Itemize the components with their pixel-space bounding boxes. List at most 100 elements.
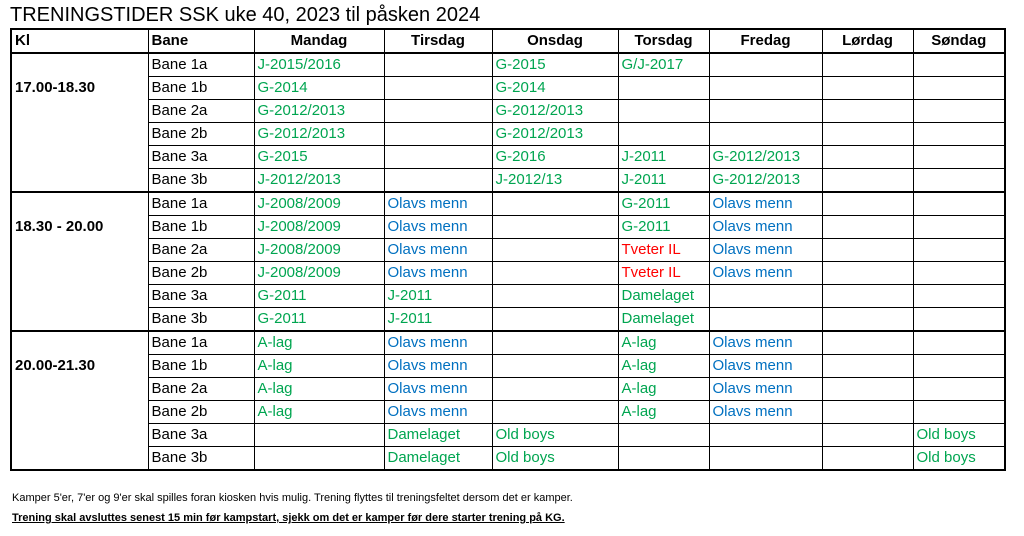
header-bane: Bane xyxy=(147,28,255,54)
cell-torsdag xyxy=(617,423,710,447)
cell-mandag: J-2012/2013 xyxy=(253,168,385,193)
cell-mandag xyxy=(253,423,385,447)
cell-lordag xyxy=(821,354,914,378)
bane-label: Bane 1b xyxy=(147,354,255,378)
cell-tirsdag xyxy=(383,76,493,100)
cell-mandag: J-2008/2009 xyxy=(253,191,385,216)
cell-lordag xyxy=(821,330,914,355)
cell-sondag xyxy=(912,330,1006,355)
cell-mandag xyxy=(253,446,385,471)
bane-label: Bane 2b xyxy=(147,261,255,285)
bane-label: Bane 1a xyxy=(147,330,255,355)
cell-sondag xyxy=(912,238,1006,262)
cell-fredag: G-2012/2013 xyxy=(708,168,823,193)
cell-tirsdag xyxy=(383,52,493,77)
cell-fredag xyxy=(708,446,823,471)
header-row: Kl Bane Mandag Tirsdag Onsdag Torsdag Fr… xyxy=(10,28,1006,54)
cell-tirsdag: Olavs menn xyxy=(383,354,493,378)
time-slot-cell xyxy=(10,330,149,355)
cell-onsdag: Old boys xyxy=(491,423,619,447)
time-slot-cell xyxy=(10,238,149,262)
cell-tirsdag: Olavs menn xyxy=(383,400,493,424)
cell-lordag xyxy=(821,238,914,262)
cell-sondag xyxy=(912,261,1006,285)
cell-lordag xyxy=(821,145,914,169)
cell-mandag: G-2011 xyxy=(253,307,385,332)
bane-label: Bane 3a xyxy=(147,284,255,308)
header-torsdag: Torsdag xyxy=(617,28,710,54)
time-slot-cell xyxy=(10,423,149,447)
header-mandag: Mandag xyxy=(253,28,385,54)
cell-tirsdag xyxy=(383,168,493,193)
cell-sondag xyxy=(912,377,1006,401)
cell-sondag xyxy=(912,76,1006,100)
cell-fredag xyxy=(708,99,823,123)
cell-sondag: Old boys xyxy=(912,423,1006,447)
cell-tirsdag: Olavs menn xyxy=(383,191,493,216)
time-slot-cell xyxy=(10,446,149,470)
cell-lordag xyxy=(821,215,914,239)
cell-mandag: A-lag xyxy=(253,377,385,401)
schedule-row: Bane 2b G-2012/2013 G-2012/2013 xyxy=(10,122,1006,146)
schedule-table: Kl Bane Mandag Tirsdag Onsdag Torsdag Fr… xyxy=(10,28,1006,471)
header-lordag: Lørdag xyxy=(821,28,914,54)
cell-torsdag xyxy=(617,446,710,471)
bane-label: Bane 2a xyxy=(147,99,255,123)
cell-onsdag xyxy=(491,354,619,378)
cell-tirsdag: Olavs menn xyxy=(383,377,493,401)
cell-mandag: J-2015/2016 xyxy=(253,52,385,77)
cell-fredag: Olavs menn xyxy=(708,191,823,216)
time-slot-cell xyxy=(10,261,149,285)
schedule-row: Bane 3b G-2011 J-2011 Damelaget xyxy=(10,307,1006,332)
cell-fredag: Olavs menn xyxy=(708,330,823,355)
time-slot-cell xyxy=(10,99,149,123)
bane-label: Bane 3b xyxy=(147,168,255,193)
footer-warning: Trening skal avsluttes senest 15 min før… xyxy=(12,512,565,524)
cell-torsdag: G-2011 xyxy=(617,215,710,239)
cell-onsdag xyxy=(491,377,619,401)
time-slot-cell xyxy=(10,145,149,169)
schedule-row: Bane 2b A-lag Olavs menn A-lag Olavs menn xyxy=(10,400,1006,424)
cell-lordag xyxy=(821,99,914,123)
cell-torsdag: Damelaget xyxy=(617,307,710,332)
cell-tirsdag: Damelaget xyxy=(383,446,493,471)
schedule-row: 17.00-18.30 Bane 1b G-2014 G-2014 xyxy=(10,76,1006,100)
time-slot-cell xyxy=(10,307,149,331)
cell-fredag xyxy=(708,423,823,447)
schedule-row: Bane 3b Damelaget Old boys Old boys xyxy=(10,446,1006,471)
cell-lordag xyxy=(821,191,914,216)
bane-label: Bane 1a xyxy=(147,52,255,77)
cell-fredag: Olavs menn xyxy=(708,215,823,239)
time-slot-cell xyxy=(10,191,149,216)
bane-label: Bane 1a xyxy=(147,191,255,216)
cell-sondag xyxy=(912,52,1006,77)
cell-torsdag: G/J-2017 xyxy=(617,52,710,77)
cell-lordag xyxy=(821,76,914,100)
cell-onsdag: G-2012/2013 xyxy=(491,99,619,123)
schedule-row: 18.30 - 20.00 Bane 1b J-2008/2009 Olavs men… xyxy=(10,215,1006,239)
cell-torsdag xyxy=(617,76,710,100)
cell-torsdag: Damelaget xyxy=(617,284,710,308)
cell-lordag xyxy=(821,400,914,424)
bane-label: Bane 1b xyxy=(147,76,255,100)
bane-label: Bane 3a xyxy=(147,145,255,169)
cell-sondag: Old boys xyxy=(912,446,1006,471)
cell-onsdag xyxy=(491,400,619,424)
schedule-body: Bane 1a J-2015/2016 G-2015 G/J-2017 17.00-18… xyxy=(10,52,1006,471)
cell-sondag xyxy=(912,215,1006,239)
cell-lordag xyxy=(821,122,914,146)
cell-mandag: A-lag xyxy=(253,400,385,424)
cell-onsdag: G-2012/2013 xyxy=(491,122,619,146)
time-slot-cell xyxy=(10,52,149,77)
cell-lordag xyxy=(821,423,914,447)
bane-label: Bane 1b xyxy=(147,215,255,239)
cell-tirsdag: Olavs menn xyxy=(383,238,493,262)
schedule-row: Bane 3a G-2015 G-2016 J-2011 G-2012/2013 xyxy=(10,145,1006,169)
cell-torsdag xyxy=(617,122,710,146)
cell-sondag xyxy=(912,168,1006,193)
cell-mandag: G-2011 xyxy=(253,284,385,308)
cell-torsdag: Tveter IL xyxy=(617,238,710,262)
cell-fredag xyxy=(708,52,823,77)
cell-tirsdag: J-2011 xyxy=(383,284,493,308)
cell-mandag: G-2012/2013 xyxy=(253,122,385,146)
